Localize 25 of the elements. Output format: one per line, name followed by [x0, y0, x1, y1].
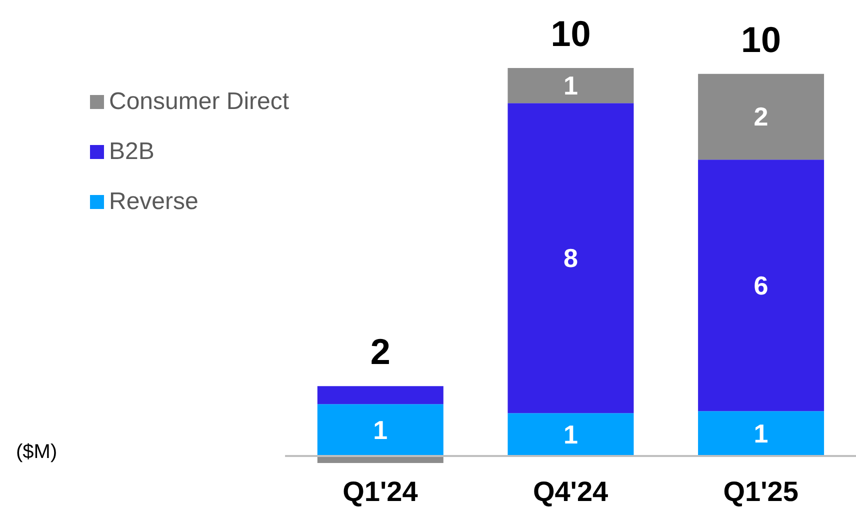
data-label: 1	[754, 418, 768, 449]
x-tick-label: Q1'24	[342, 476, 418, 507]
text: ($M)	[16, 441, 58, 464]
x-tick-label: Q1'25	[723, 476, 798, 507]
legend-label: Consumer Direct	[109, 88, 290, 116]
total-label: 2	[370, 331, 390, 372]
bar	[317, 386, 444, 404]
bar	[698, 411, 824, 456]
total-label: 10	[741, 18, 782, 60]
x-tick-label: Q4'24	[532, 476, 609, 507]
bar	[698, 160, 824, 412]
data-label: 2	[754, 102, 768, 132]
legend-label: Reverse	[109, 188, 198, 216]
bar	[317, 404, 444, 456]
bar	[698, 74, 824, 160]
bar	[508, 413, 634, 456]
data-label: 8	[563, 243, 578, 274]
legend-label: B2B	[109, 138, 154, 166]
bar	[508, 68, 634, 104]
data-label: 1	[563, 70, 578, 101]
bar	[508, 103, 634, 414]
total-label: 10	[550, 13, 591, 54]
data-label: 1	[563, 420, 578, 450]
data-label: 1	[373, 415, 388, 446]
data-label: 6	[754, 270, 768, 300]
